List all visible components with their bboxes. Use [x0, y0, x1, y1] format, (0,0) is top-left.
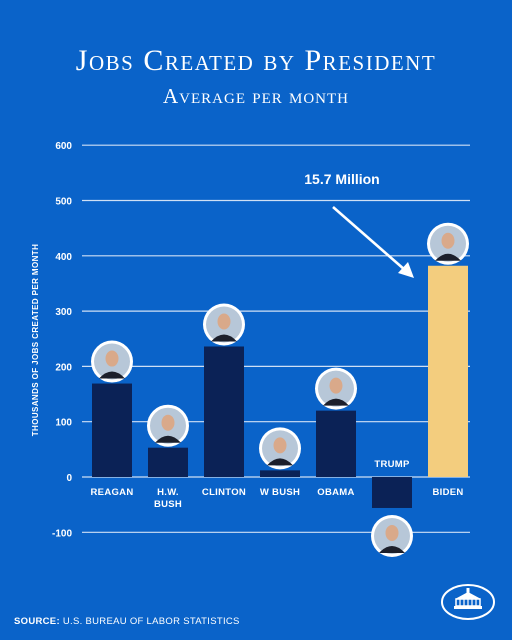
chart-title: Jobs Created by President — [75, 44, 437, 77]
category-label: OBAMA — [317, 487, 354, 498]
portrait-suit — [379, 545, 405, 553]
category-label: CLINTON — [202, 487, 246, 498]
y-tick-label: 300 — [55, 307, 72, 318]
white-house-icon — [441, 584, 495, 620]
bar — [204, 346, 244, 477]
y-tick-label: 0 — [66, 473, 72, 484]
source-text: U.S. BUREAU OF LABOR STATISTICS — [62, 616, 240, 627]
y-tick-label: 600 — [55, 141, 72, 152]
bar — [316, 410, 356, 477]
bar — [92, 383, 132, 477]
chart-subtitle: Average per month — [162, 84, 349, 108]
y-tick-label: 400 — [55, 252, 72, 263]
source-label: SOURCE: — [14, 616, 60, 627]
category-label: H.W. BUSH — [154, 487, 182, 510]
y-tick-label: -100 — [52, 528, 72, 539]
bar — [260, 470, 300, 477]
portrait-face — [385, 524, 399, 541]
portrait-face — [161, 414, 175, 431]
category-label: TRUMP — [374, 459, 410, 470]
bar — [372, 477, 412, 508]
portrait-suit — [435, 253, 461, 261]
annotation-arrow-line — [332, 206, 406, 271]
portrait-face — [441, 232, 455, 249]
annotation-label: 15.7 Million — [304, 171, 379, 187]
y-axis-label: THOUSANDS OF JOBS CREATED PER MONTH — [31, 244, 40, 437]
category-label: W BUSH — [260, 487, 300, 498]
portrait-suit — [267, 458, 293, 466]
bar — [148, 447, 188, 477]
portrait-face — [329, 377, 343, 394]
y-tick-label: 100 — [55, 418, 72, 429]
portrait-face — [217, 313, 231, 330]
portrait-suit — [323, 398, 349, 406]
portrait-suit — [155, 435, 181, 443]
portrait-face — [273, 437, 287, 454]
portrait-face — [105, 350, 119, 367]
annotation-arrow-head — [398, 262, 414, 278]
y-tick-label: 500 — [55, 197, 72, 208]
bar — [428, 265, 468, 477]
portrait-suit — [211, 334, 237, 342]
portrait-suit — [99, 371, 125, 379]
category-label: BIDEN — [432, 487, 463, 498]
y-tick-label: 200 — [55, 362, 72, 373]
source-note: SOURCE: U.S. BUREAU OF LABOR STATISTICS — [14, 616, 240, 627]
category-label: REAGAN — [91, 487, 134, 498]
